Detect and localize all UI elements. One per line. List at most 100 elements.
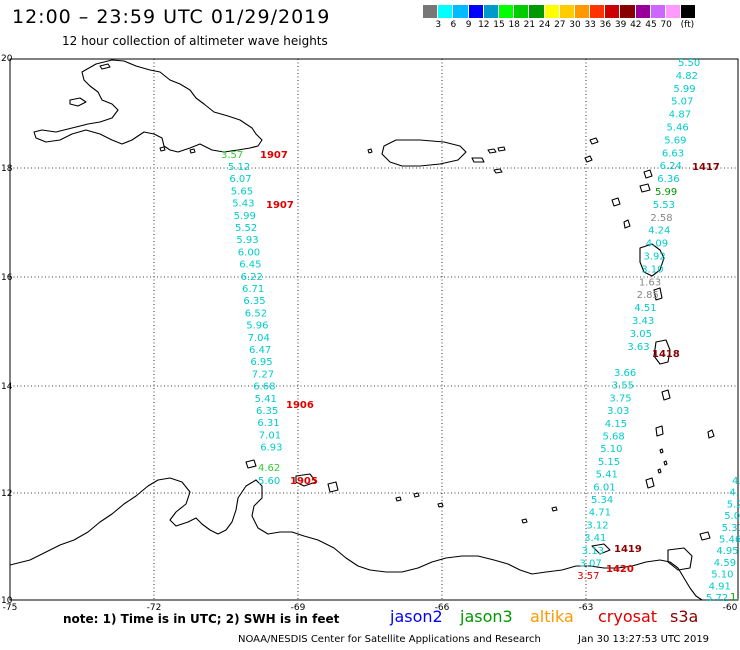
wave-height-value: 3.57 bbox=[577, 571, 599, 582]
legend-swatch bbox=[529, 5, 545, 18]
observation-time: 1907 bbox=[266, 200, 294, 211]
wave-height-value: 6.47 bbox=[249, 345, 271, 356]
legend-swatch bbox=[605, 5, 621, 18]
satellite-altika: altika bbox=[530, 607, 574, 626]
lat-label: 18 bbox=[1, 164, 13, 174]
wave-height-value: 3.10 bbox=[641, 264, 663, 275]
legend-swatch bbox=[498, 5, 515, 18]
legend-label: 39 bbox=[614, 20, 627, 30]
lat-label: 12 bbox=[1, 489, 12, 499]
wave-height-value: 5.46 bbox=[719, 535, 740, 546]
observation-time: 1905 bbox=[290, 476, 318, 487]
st-kitts-island bbox=[611, 197, 621, 207]
wave-height-value: 5.41 bbox=[596, 470, 618, 481]
legend-swatch bbox=[438, 5, 454, 18]
legend-label: 18 bbox=[508, 20, 520, 30]
wave-height-value: 5.93 bbox=[236, 235, 258, 246]
wave-height-value: 5.46 bbox=[667, 123, 689, 134]
lat-label: 10 bbox=[1, 596, 13, 606]
legend-swatch bbox=[681, 5, 697, 18]
legend-swatch bbox=[514, 5, 530, 18]
satellite-s3a: s3a bbox=[670, 607, 699, 626]
satellite-jason3: jason3 bbox=[460, 607, 513, 626]
map-subtitle: 12 hour collection of altimeter wave hei… bbox=[62, 34, 328, 48]
wave-height-value: 3.92 bbox=[644, 252, 666, 263]
wave-height-value: 5.68 bbox=[603, 432, 625, 443]
lon-label: -60 bbox=[723, 603, 738, 613]
legend-swatch bbox=[666, 5, 682, 18]
legend-swatch bbox=[453, 5, 469, 18]
map-title: 12:00 – 23:59 UTC 01/29/2019 bbox=[12, 6, 331, 28]
legend-label: 6 bbox=[450, 20, 457, 30]
anguilla-island bbox=[589, 137, 599, 145]
legend-label: 3 bbox=[435, 20, 442, 30]
wave-height-value: 5.96 bbox=[246, 321, 268, 332]
map-frame bbox=[9, 58, 739, 601]
legend-label: 70 bbox=[660, 20, 672, 30]
legend-swatch bbox=[483, 5, 499, 18]
wave-height-value: 6.31 bbox=[257, 418, 279, 429]
wave-height-value: 5.52 bbox=[235, 223, 257, 234]
wave-height-value: 4.82 bbox=[676, 71, 698, 82]
legend-label: 33 bbox=[584, 20, 596, 30]
wave-height-value: 2.85 bbox=[637, 290, 659, 301]
legend-label: 42 bbox=[630, 20, 642, 30]
satellite-jason2: jason2 bbox=[390, 607, 443, 626]
st-lucia-island bbox=[661, 389, 671, 401]
martinique-coast bbox=[653, 339, 671, 365]
wave-height-value: 6.68 bbox=[253, 382, 275, 393]
wave-height-value: 6.00 bbox=[238, 247, 260, 258]
axis-labels: -75 -72 -69 -66 -63 -60 20 18 16 14 12 1… bbox=[1, 54, 738, 613]
puerto-rico-coast bbox=[381, 139, 467, 167]
wave-height-value: 4.1 bbox=[729, 488, 740, 499]
grenada-island bbox=[645, 477, 655, 489]
wave-height-value: 5.15 bbox=[598, 457, 620, 468]
wave-height-value: 5.50 bbox=[678, 58, 700, 69]
wave-height-value: 3.63 bbox=[627, 342, 649, 353]
wave-height-value: 1.4 bbox=[730, 592, 740, 603]
wave-height-value: 5.99 bbox=[234, 211, 256, 222]
wave-height-value: 6.22 bbox=[241, 272, 263, 283]
lon-label: -69 bbox=[291, 603, 306, 613]
wave-height-value: 5.69 bbox=[664, 135, 686, 146]
wave-height-value: 6.35 bbox=[243, 296, 265, 307]
wave-height-value: 3.66 bbox=[614, 368, 636, 379]
observation-time: 1907 bbox=[260, 150, 288, 161]
wave-height-value: 6.36 bbox=[657, 174, 679, 185]
satellite-cryosat: cryosat bbox=[598, 607, 658, 626]
aruba-island bbox=[245, 459, 257, 469]
legend-label: 12 bbox=[478, 20, 490, 30]
wave-height-value: 5.34 bbox=[591, 495, 613, 506]
wave-height-value: 3.41 bbox=[584, 533, 606, 544]
venezuela-small-islands bbox=[395, 492, 558, 524]
observation-time: 1420 bbox=[606, 564, 634, 575]
wave-height-value: 7.27 bbox=[252, 369, 274, 380]
wave-height-value: 5.99 bbox=[673, 84, 695, 95]
legend-label: 24 bbox=[538, 20, 551, 30]
wave-height-value: 4.91 bbox=[709, 581, 731, 592]
wave-height-value: 5.10 bbox=[711, 570, 733, 581]
trinidad-coast bbox=[667, 547, 693, 571]
legend-label: 27 bbox=[554, 20, 566, 30]
lat-label: 20 bbox=[1, 54, 13, 64]
small-islands-south bbox=[657, 448, 668, 474]
wave-height-value: 4.71 bbox=[589, 508, 611, 519]
wave-height-value: 5.60 bbox=[258, 476, 280, 487]
legend-swatch bbox=[468, 5, 484, 18]
legend-label: 30 bbox=[569, 20, 581, 30]
lat-label: 14 bbox=[1, 382, 13, 392]
wave-height-value: 5.07 bbox=[671, 97, 693, 108]
bonaire-island bbox=[327, 481, 339, 493]
wave-height-value: 6.35 bbox=[256, 406, 278, 417]
wave-height-value: 7.01 bbox=[259, 430, 281, 441]
legend-label: 36 bbox=[599, 20, 612, 30]
legend-label: 15 bbox=[493, 20, 505, 30]
virgin-islands bbox=[487, 146, 506, 174]
wave-height-value: 4.59 bbox=[714, 558, 736, 569]
antigua-island bbox=[639, 183, 651, 193]
legend-labels: 3 6 9 12 15 18 21 24 27 30 33 36 39 42 45 70 (ft) bbox=[423, 18, 696, 32]
generated-timestamp: Jan 30 13:27:53 UTC 2019 bbox=[578, 634, 710, 645]
legend-swatch bbox=[620, 5, 636, 18]
wave-height-value: 4.95 bbox=[716, 546, 738, 557]
